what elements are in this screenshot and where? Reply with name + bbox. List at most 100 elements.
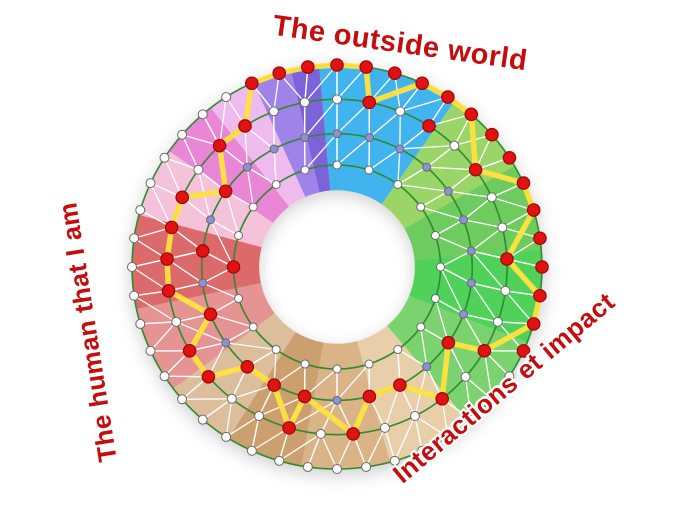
node[interactable]: [332, 160, 342, 170]
node[interactable]: [159, 371, 170, 382]
node[interactable]: [221, 92, 232, 103]
node[interactable]: [246, 445, 257, 456]
red-node[interactable]: [226, 260, 241, 274]
node[interactable]: [269, 144, 279, 154]
node[interactable]: [466, 414, 477, 425]
red-node[interactable]: [526, 317, 541, 331]
red-node[interactable]: [516, 344, 531, 358]
node[interactable]: [221, 338, 231, 348]
node[interactable]: [129, 233, 140, 244]
red-node[interactable]: [435, 391, 449, 406]
node[interactable]: [271, 345, 281, 355]
node[interactable]: [268, 106, 279, 117]
red-node[interactable]: [238, 119, 252, 133]
node[interactable]: [315, 428, 326, 439]
red-node[interactable]: [422, 119, 436, 133]
node[interactable]: [364, 359, 374, 369]
node[interactable]: [430, 294, 440, 304]
red-node[interactable]: [485, 127, 499, 142]
node[interactable]: [332, 364, 342, 374]
red-node[interactable]: [164, 220, 179, 235]
node[interactable]: [364, 165, 374, 175]
node[interactable]: [248, 202, 258, 212]
node[interactable]: [205, 215, 215, 225]
node[interactable]: [443, 186, 453, 196]
node[interactable]: [171, 316, 182, 327]
node[interactable]: [300, 359, 310, 369]
red-node[interactable]: [464, 107, 479, 122]
red-node[interactable]: [218, 184, 233, 199]
node[interactable]: [504, 371, 515, 382]
node[interactable]: [193, 164, 204, 175]
red-node[interactable]: [212, 138, 227, 153]
node[interactable]: [486, 192, 497, 203]
sector-green-3[interactable]: [409, 249, 543, 343]
red-node[interactable]: [161, 284, 176, 298]
red-node[interactable]: [182, 344, 197, 358]
red-node[interactable]: [526, 203, 541, 217]
red-node[interactable]: [441, 90, 455, 104]
sector-tan-4[interactable]: [173, 313, 296, 439]
node[interactable]: [395, 106, 406, 117]
node[interactable]: [500, 285, 511, 296]
red-node[interactable]: [359, 60, 373, 74]
red-node[interactable]: [441, 335, 456, 350]
node[interactable]: [332, 129, 342, 139]
node[interactable]: [159, 152, 170, 163]
node[interactable]: [299, 97, 310, 108]
node[interactable]: [135, 318, 146, 329]
red-node[interactable]: [346, 427, 360, 441]
node[interactable]: [332, 464, 342, 474]
node[interactable]: [422, 162, 432, 172]
node[interactable]: [449, 140, 460, 151]
node[interactable]: [409, 411, 420, 422]
red-node[interactable]: [160, 252, 174, 266]
red-node[interactable]: [500, 252, 514, 266]
red-node[interactable]: [533, 288, 547, 303]
red-node[interactable]: [362, 389, 377, 404]
node[interactable]: [234, 230, 244, 240]
red-node[interactable]: [203, 307, 218, 322]
node[interactable]: [361, 461, 372, 472]
node[interactable]: [145, 345, 156, 356]
red-node[interactable]: [330, 58, 344, 72]
node[interactable]: [416, 202, 426, 212]
sector-pink-3[interactable]: [210, 82, 306, 207]
node[interactable]: [417, 445, 428, 456]
node[interactable]: [177, 129, 188, 140]
node[interactable]: [364, 133, 374, 143]
node[interactable]: [430, 230, 440, 240]
node[interactable]: [271, 179, 281, 189]
node[interactable]: [177, 394, 188, 405]
red-node[interactable]: [502, 150, 517, 165]
red-node[interactable]: [282, 421, 296, 435]
sector-purple-1[interactable]: [253, 70, 320, 197]
node[interactable]: [459, 215, 469, 225]
red-node[interactable]: [272, 66, 287, 80]
red-node[interactable]: [297, 389, 312, 404]
node[interactable]: [393, 345, 403, 355]
node[interactable]: [486, 394, 497, 405]
node[interactable]: [395, 144, 405, 154]
red-node[interactable]: [516, 176, 531, 190]
red-node[interactable]: [393, 378, 407, 392]
red-node[interactable]: [267, 378, 281, 392]
node[interactable]: [466, 278, 476, 288]
sector-tan-3[interactable]: [228, 332, 324, 466]
sector-red-2[interactable]: [132, 214, 262, 309]
node[interactable]: [436, 262, 446, 272]
red-node[interactable]: [415, 76, 429, 91]
node[interactable]: [274, 455, 285, 466]
node[interactable]: [197, 109, 208, 120]
sector-green-1[interactable]: [381, 101, 515, 229]
node[interactable]: [442, 431, 453, 442]
node[interactable]: [254, 411, 265, 422]
node[interactable]: [379, 422, 390, 433]
node[interactable]: [459, 309, 469, 319]
red-node[interactable]: [387, 66, 402, 80]
node[interactable]: [145, 178, 156, 189]
node[interactable]: [332, 94, 342, 105]
sector-red-1[interactable]: [136, 282, 275, 389]
node[interactable]: [389, 455, 400, 466]
node[interactable]: [466, 246, 476, 256]
